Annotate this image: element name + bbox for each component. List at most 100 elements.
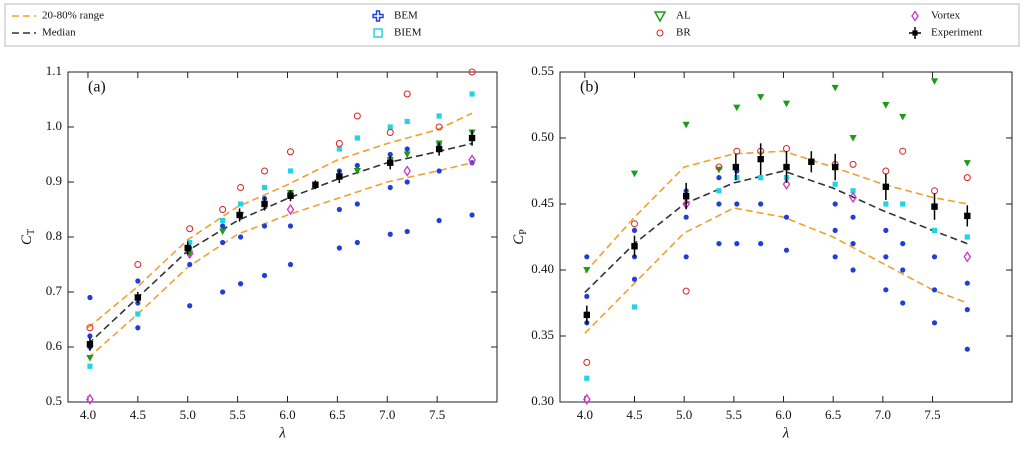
point bbox=[220, 217, 226, 224]
experiment-point bbox=[732, 163, 740, 171]
point bbox=[758, 201, 764, 207]
point bbox=[583, 393, 591, 406]
point bbox=[716, 175, 722, 181]
legend-label: BIEM bbox=[394, 27, 422, 39]
point bbox=[963, 251, 972, 263]
point bbox=[849, 160, 857, 168]
point bbox=[219, 206, 227, 213]
point bbox=[883, 287, 889, 293]
legend-label: BEM bbox=[394, 10, 418, 22]
experiment-point bbox=[831, 163, 839, 171]
point bbox=[404, 228, 410, 235]
point bbox=[87, 333, 93, 339]
legend-marker bbox=[373, 28, 383, 38]
point bbox=[849, 191, 857, 204]
x-tick-label: 7.0 bbox=[379, 407, 395, 422]
point bbox=[186, 225, 194, 233]
point bbox=[758, 241, 764, 247]
point bbox=[436, 168, 442, 174]
point bbox=[353, 168, 361, 175]
range-high-line bbox=[87, 112, 473, 329]
point bbox=[758, 175, 764, 181]
legend-box bbox=[4, 3, 1020, 47]
point bbox=[883, 254, 889, 260]
point bbox=[964, 307, 970, 313]
point bbox=[734, 241, 740, 247]
point bbox=[882, 167, 890, 175]
point bbox=[436, 113, 442, 119]
point bbox=[682, 121, 690, 129]
point bbox=[86, 393, 94, 405]
experiment-point bbox=[387, 159, 394, 166]
y-tick-label: 0.55 bbox=[531, 63, 554, 78]
point bbox=[404, 146, 410, 152]
x-tick-label: 5.5 bbox=[229, 407, 245, 422]
experiment-point bbox=[964, 212, 971, 220]
point bbox=[716, 241, 722, 247]
x-tick-label: 4.0 bbox=[577, 407, 593, 422]
experiment-point bbox=[287, 192, 294, 199]
x-tick-label: 5.5 bbox=[726, 407, 742, 422]
point bbox=[336, 245, 342, 251]
point bbox=[584, 254, 590, 260]
range-low-line bbox=[584, 207, 968, 334]
experiment-point bbox=[312, 181, 319, 188]
plot-area bbox=[583, 78, 972, 406]
experiment-point bbox=[236, 211, 243, 219]
point bbox=[900, 300, 906, 306]
legend-label: Experiment bbox=[931, 27, 982, 39]
experiment-point bbox=[808, 158, 815, 165]
point bbox=[353, 112, 361, 120]
y-axis-label-main: C bbox=[511, 234, 527, 245]
point bbox=[335, 140, 343, 147]
point bbox=[631, 220, 639, 228]
point bbox=[757, 94, 765, 101]
point bbox=[354, 201, 360, 207]
y-tick-label: 0.6 bbox=[46, 338, 63, 353]
y-axis-label: CP bbox=[511, 229, 529, 245]
experiment-point bbox=[882, 183, 890, 191]
experiment-point bbox=[783, 163, 790, 171]
point bbox=[734, 201, 740, 207]
experiment-point bbox=[931, 203, 938, 210]
experiment-point bbox=[134, 294, 142, 301]
point bbox=[900, 267, 906, 273]
legend-marker bbox=[653, 11, 667, 23]
point bbox=[964, 346, 970, 352]
point bbox=[584, 293, 590, 299]
y-tick-label: 0.30 bbox=[531, 393, 554, 408]
point bbox=[237, 234, 244, 240]
x-tick-label: 5.0 bbox=[180, 407, 196, 422]
point bbox=[931, 187, 939, 195]
experiment-point bbox=[336, 173, 343, 180]
point bbox=[964, 234, 970, 240]
legend-label: 20-80% range bbox=[42, 10, 104, 22]
point bbox=[631, 227, 638, 233]
point bbox=[187, 303, 193, 309]
point bbox=[683, 254, 689, 260]
point bbox=[387, 151, 393, 158]
x-tick-label: 4.5 bbox=[626, 407, 642, 422]
point bbox=[468, 154, 476, 166]
point bbox=[87, 363, 93, 369]
experiment-point bbox=[435, 145, 443, 153]
x-tick-label: 6.5 bbox=[825, 407, 841, 422]
point bbox=[287, 261, 294, 268]
experiment-point bbox=[86, 341, 94, 348]
point bbox=[931, 320, 938, 326]
point bbox=[261, 167, 269, 175]
point bbox=[882, 102, 890, 109]
y-axis-label: CT bbox=[19, 229, 37, 245]
point bbox=[783, 214, 790, 220]
point bbox=[899, 147, 907, 155]
point bbox=[387, 231, 393, 237]
point bbox=[435, 123, 443, 131]
y-tick-label: 1.1 bbox=[46, 63, 62, 78]
point bbox=[715, 163, 723, 171]
point bbox=[86, 324, 94, 332]
x-tick-label: 7.0 bbox=[875, 407, 891, 422]
point bbox=[386, 129, 394, 136]
y-tick-label: 0.35 bbox=[531, 327, 554, 342]
plot-frame bbox=[559, 71, 1013, 403]
point bbox=[832, 181, 838, 187]
